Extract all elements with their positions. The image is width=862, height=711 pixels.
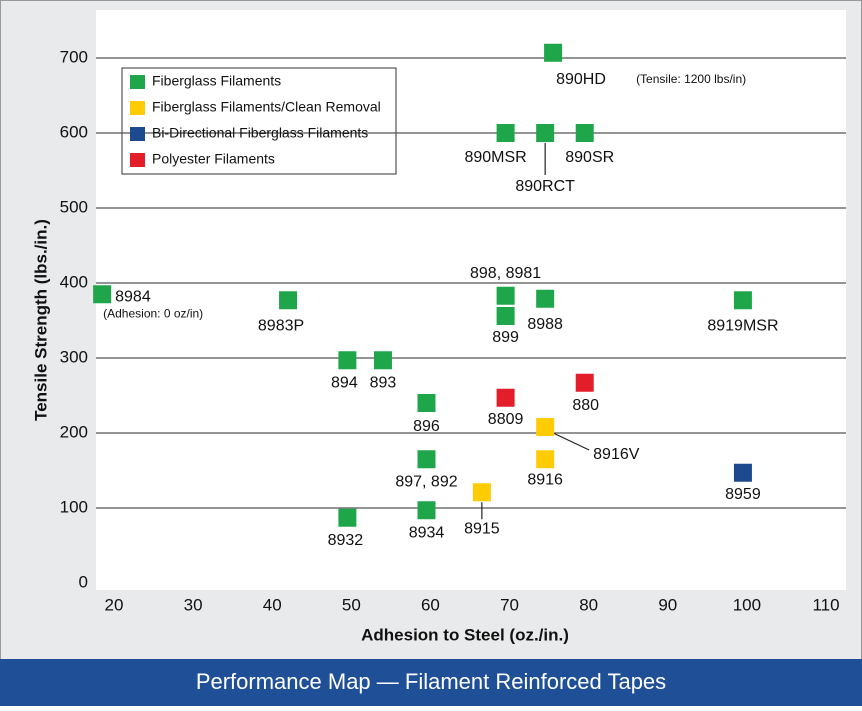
point-label: 8988 (527, 316, 563, 333)
legend-swatch (130, 101, 145, 115)
legend-label: Bi-Directional Fiberglass Filaments (152, 125, 368, 141)
point (279, 291, 298, 310)
y-tick-label: 400 (60, 272, 88, 291)
point-label: 898, 8981 (470, 265, 541, 282)
annotation: (Tensile: 1200 lbs/in) (636, 72, 746, 86)
point (417, 394, 436, 412)
point-label: 8916 (527, 471, 563, 488)
point-label: 890HD (556, 71, 606, 88)
x-tick-label: 40 (263, 595, 282, 614)
point-label: 8983P (258, 317, 304, 334)
point-label: 8809 (488, 411, 524, 428)
point-label: 897, 892 (395, 473, 457, 490)
point-label: 896 (413, 418, 440, 435)
y-tick-label: 100 (60, 497, 88, 516)
y-tick-label: 0 (79, 572, 88, 591)
point (496, 286, 515, 305)
x-tick-label: 60 (421, 595, 440, 614)
legend-label: Polyester Filaments (152, 151, 275, 167)
x-tick-label: 50 (342, 595, 361, 614)
point-label: 8934 (409, 524, 445, 541)
x-axis-title: Adhesion to Steel (oz./in.) (361, 625, 569, 644)
point (544, 43, 563, 62)
point (373, 351, 392, 370)
x-tick-label: 100 (733, 595, 761, 614)
y-tick-label: 700 (60, 47, 88, 66)
point (338, 508, 357, 527)
footer-bar (0, 659, 862, 706)
point (536, 418, 555, 436)
point-label: 894 (331, 374, 358, 391)
y-tick-label: 300 (60, 347, 88, 366)
point-label: 8919MSR (707, 317, 778, 334)
x-tick-label: 80 (579, 595, 598, 614)
legend-swatch (130, 153, 145, 167)
point (536, 124, 555, 142)
point-label: 890SR (565, 149, 614, 166)
point-label: 8932 (328, 532, 364, 549)
y-axis-title: Tensile Strength (lbs./in.) (31, 219, 50, 421)
x-tick-label: 110 (812, 595, 839, 614)
y-tick-label: 500 (60, 197, 88, 216)
legend-label: Fiberglass Filaments (152, 73, 281, 89)
point (417, 450, 436, 469)
point (733, 291, 752, 310)
point (496, 388, 515, 407)
point-label: 880 (572, 397, 599, 414)
y-tick-label: 200 (60, 422, 88, 441)
legend (121, 67, 397, 175)
point (575, 124, 594, 142)
point (338, 351, 357, 370)
legend-label: Fiberglass Filaments/Clean Removal (152, 99, 381, 115)
legend-swatch (130, 127, 145, 141)
x-tick-label: 90 (658, 595, 677, 614)
point (496, 124, 515, 142)
point-label: 890RCT (515, 178, 575, 195)
point-label: 893 (370, 374, 397, 391)
point (536, 450, 555, 469)
x-tick-label: 70 (500, 595, 519, 614)
point (417, 501, 436, 520)
point (536, 289, 555, 308)
leader-line (552, 432, 590, 451)
x-tick-label: 20 (105, 595, 124, 614)
point-label: 8916V (593, 446, 640, 463)
point (472, 483, 491, 502)
point-label: 890MSR (464, 149, 526, 166)
point (733, 463, 752, 482)
x-tick-label: 30 (184, 595, 203, 614)
legend-swatch (130, 75, 145, 89)
y-tick-label: 600 (60, 122, 88, 141)
point-label: 8959 (725, 486, 761, 503)
point-label: 899 (492, 329, 519, 346)
point (496, 307, 515, 325)
point-label: 8915 (464, 520, 500, 537)
point-label: 8984 (115, 288, 151, 305)
point (93, 285, 112, 304)
chart-title: Performance Map — Filament Reinforced Ta… (196, 669, 666, 694)
annotation: (Adhesion: 0 oz/in) (103, 306, 203, 320)
point (575, 373, 594, 392)
